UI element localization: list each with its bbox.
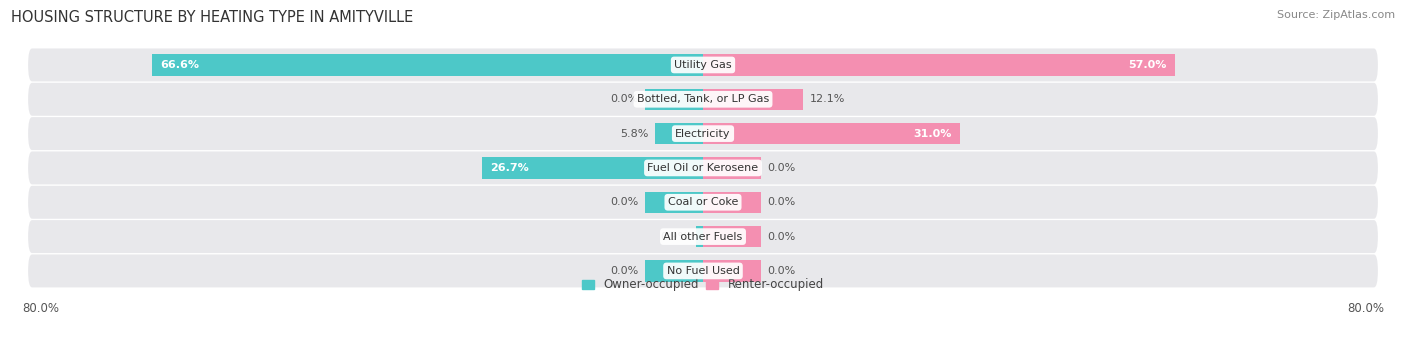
FancyBboxPatch shape [28, 151, 1378, 184]
Bar [645, 89, 703, 110]
FancyBboxPatch shape [28, 83, 1378, 116]
Bar [645, 260, 703, 282]
Text: 0.0%: 0.0% [610, 197, 638, 207]
Text: No Fuel Used: No Fuel Used [666, 266, 740, 276]
Bar [703, 260, 761, 282]
Text: 0.9%: 0.9% [661, 232, 689, 241]
Bar [703, 157, 761, 179]
Text: Coal or Coke: Coal or Coke [668, 197, 738, 207]
Bar [703, 54, 1175, 76]
Text: Source: ZipAtlas.com: Source: ZipAtlas.com [1277, 10, 1395, 20]
Text: 0.0%: 0.0% [610, 266, 638, 276]
Text: Bottled, Tank, or LP Gas: Bottled, Tank, or LP Gas [637, 94, 769, 104]
Bar [703, 192, 761, 213]
FancyBboxPatch shape [28, 254, 1378, 287]
Bar [696, 226, 703, 247]
Bar [703, 226, 761, 247]
Bar [655, 123, 703, 144]
Bar [645, 192, 703, 213]
Text: Electricity: Electricity [675, 129, 731, 138]
Text: 0.0%: 0.0% [768, 232, 796, 241]
Bar [482, 157, 703, 179]
Text: 66.6%: 66.6% [160, 60, 198, 70]
FancyBboxPatch shape [28, 186, 1378, 219]
Bar [703, 89, 803, 110]
Text: 57.0%: 57.0% [1129, 60, 1167, 70]
Text: Fuel Oil or Kerosene: Fuel Oil or Kerosene [647, 163, 759, 173]
Text: 26.7%: 26.7% [491, 163, 529, 173]
Text: 0.0%: 0.0% [768, 163, 796, 173]
Text: HOUSING STRUCTURE BY HEATING TYPE IN AMITYVILLE: HOUSING STRUCTURE BY HEATING TYPE IN AMI… [11, 10, 413, 25]
Bar [703, 123, 960, 144]
FancyBboxPatch shape [28, 117, 1378, 150]
Bar [152, 54, 703, 76]
Text: All other Fuels: All other Fuels [664, 232, 742, 241]
FancyBboxPatch shape [28, 220, 1378, 253]
FancyBboxPatch shape [28, 48, 1378, 81]
Text: 0.0%: 0.0% [768, 197, 796, 207]
Text: Utility Gas: Utility Gas [675, 60, 731, 70]
Text: 12.1%: 12.1% [810, 94, 845, 104]
Legend: Owner-occupied, Renter-occupied: Owner-occupied, Renter-occupied [578, 273, 828, 296]
Text: 5.8%: 5.8% [620, 129, 648, 138]
Text: 0.0%: 0.0% [610, 94, 638, 104]
Text: 0.0%: 0.0% [768, 266, 796, 276]
Text: 31.0%: 31.0% [912, 129, 952, 138]
